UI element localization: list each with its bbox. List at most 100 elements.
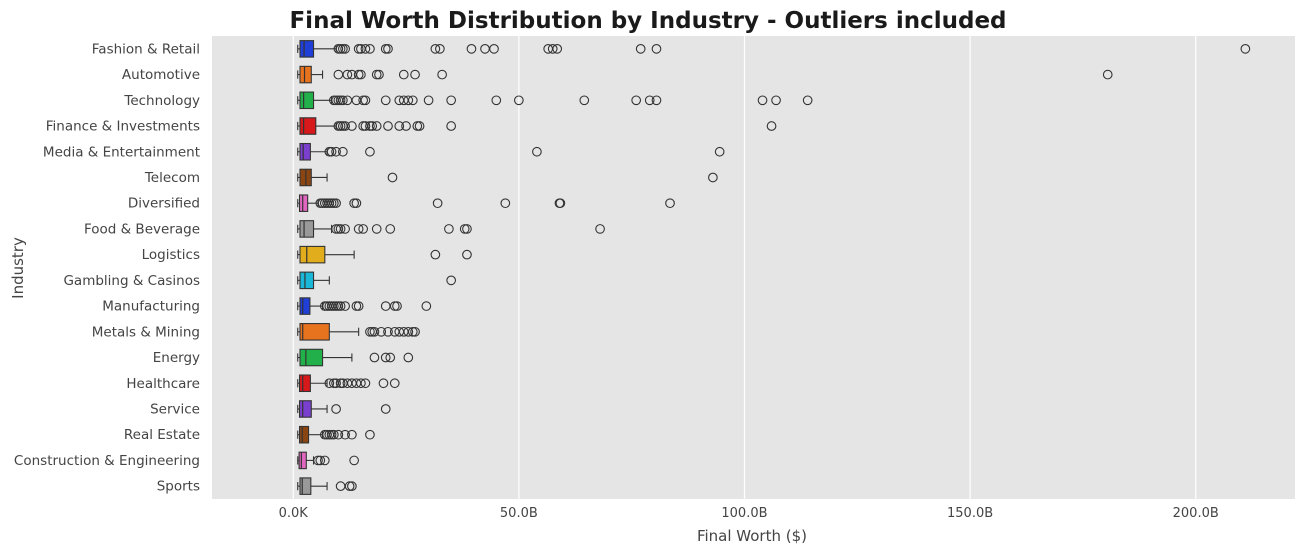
industry-tick-labels: Fashion & Retail Automotive Technology Fina… — [14, 41, 200, 494]
outlier-point — [631, 95, 642, 106]
x-axis-label: Final Worth ($) — [697, 527, 807, 545]
chart-title: Final Worth Distribution by Industry - O… — [289, 8, 1006, 34]
box-iqr — [299, 220, 315, 238]
outlier-point — [365, 121, 375, 131]
outlier-point — [324, 378, 335, 389]
outlier-point — [771, 95, 781, 106]
outlier-point — [360, 95, 371, 106]
outlier-point — [444, 224, 454, 234]
outlier-point — [708, 172, 718, 183]
outlier-point — [579, 95, 590, 106]
outlier-point — [385, 224, 396, 234]
outlier-point — [356, 378, 366, 389]
outlier-point — [349, 455, 359, 466]
box-series — [297, 40, 1251, 495]
outlier-point — [365, 44, 375, 54]
outlier-point — [555, 198, 566, 209]
outlier-point — [335, 44, 346, 54]
outlier-point — [313, 455, 323, 466]
outlier-point — [376, 326, 387, 337]
outlier-point — [432, 198, 443, 209]
outlier-point — [338, 95, 348, 106]
industry-label: Sports — [157, 479, 200, 495]
outlier-point — [333, 301, 344, 311]
outlier-point — [324, 146, 335, 157]
outlier-point — [369, 326, 380, 337]
outlier-point — [635, 44, 646, 54]
outlier-point — [665, 198, 675, 209]
outlier-point — [340, 44, 350, 54]
outlier-point — [353, 44, 364, 54]
outlier-point — [766, 121, 777, 131]
outlier-point — [380, 404, 391, 414]
outlier-point — [383, 44, 393, 54]
outlier-point — [389, 301, 400, 311]
outlier-point — [351, 301, 362, 311]
outlier-point — [358, 224, 369, 234]
outlier-point — [369, 352, 380, 363]
outlier-point — [353, 301, 364, 311]
box-group — [297, 65, 1113, 84]
outlier-point — [380, 95, 391, 106]
box-group — [297, 245, 472, 264]
outlier-point — [547, 44, 558, 54]
box-group — [297, 194, 675, 212]
outlier-point — [347, 429, 357, 440]
outlier-point — [335, 378, 346, 389]
outlier-point — [333, 44, 344, 54]
outlier-point — [331, 146, 341, 157]
industry-label: Media & Entertainment — [43, 144, 200, 160]
outlier-point — [462, 249, 472, 260]
box-iqr — [299, 40, 315, 58]
box-group — [297, 91, 813, 110]
outlier-point — [328, 429, 339, 440]
plot-background — [212, 36, 1295, 499]
box-iqr — [299, 348, 324, 367]
outlier-point — [392, 301, 402, 311]
outlier-point — [331, 95, 341, 106]
outlier-point — [360, 44, 371, 54]
outlier-point — [333, 121, 344, 131]
outlier-point — [757, 95, 768, 106]
outlier-point — [446, 121, 457, 131]
outlier-point — [315, 455, 326, 466]
industry-label: Food & Beverage — [84, 221, 200, 237]
box-iqr — [298, 374, 311, 393]
industry-label: Finance & Investments — [46, 119, 200, 135]
industry-label: Manufacturing — [102, 299, 200, 315]
outlier-point — [552, 44, 563, 54]
outlier-point — [347, 121, 357, 131]
outlier-point — [410, 69, 420, 80]
outlier-point — [401, 121, 411, 131]
box-iqr — [298, 400, 312, 418]
industry-label: Metals & Mining — [92, 324, 200, 340]
box-group — [297, 142, 725, 161]
box-group — [297, 400, 391, 418]
outlier-point — [644, 95, 655, 106]
industry-label: Logistics — [142, 247, 200, 263]
outlier-point — [349, 198, 359, 209]
box-iqr — [298, 194, 309, 212]
outlier-point — [335, 121, 346, 131]
outlier-point — [331, 198, 341, 209]
box-iqr — [299, 245, 326, 264]
outlier-point — [340, 224, 350, 234]
box-group — [297, 323, 420, 341]
box-iqr — [299, 117, 317, 135]
outlier-point — [365, 146, 375, 157]
outlier-point — [462, 224, 472, 234]
outlier-point — [430, 44, 441, 54]
outlier-point — [335, 95, 346, 106]
outlier-point — [1240, 44, 1251, 54]
outlier-point — [380, 352, 391, 363]
outlier-point — [371, 224, 382, 234]
outlier-point — [338, 146, 348, 157]
outlier-point — [326, 429, 337, 440]
outlier-point — [353, 224, 364, 234]
outlier-point — [365, 326, 375, 337]
outlier-point — [367, 121, 378, 131]
box-group — [297, 271, 457, 290]
outlier-point — [351, 198, 362, 209]
outlier-point — [513, 95, 524, 106]
